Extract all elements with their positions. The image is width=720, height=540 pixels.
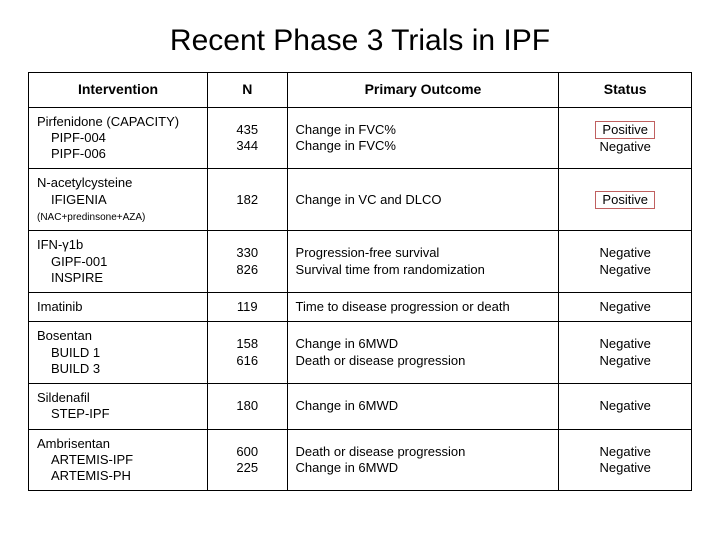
cell-intervention: Pirfenidone (CAPACITY)PIPF-004PIPF-006 [29,107,208,169]
intervention-sub: BUILD 1 [37,345,199,361]
cell-status: Positive [559,169,692,231]
outcome-line: Change in FVC% [296,122,551,138]
intervention-head: Imatinib [37,299,83,314]
cell-outcome: Change in VC and DLCO [287,169,559,231]
status-line: Negative [567,336,683,352]
table-row: Pirfenidone (CAPACITY)PIPF-004PIPF-00643… [29,107,692,169]
n-value: 119 [216,299,279,315]
status-line: Negative [567,299,683,315]
table-row: SildenafilSTEP-IPF 180 Change in 6MWD Negat… [29,384,692,430]
n-value: 435 [216,122,279,138]
outcome-line: Change in 6MWD [296,336,551,352]
outcome-line: Change in VC and DLCO [296,192,551,208]
intervention-sub: INSPIRE [37,270,199,286]
cell-n: 182 [208,169,288,231]
page-title: Recent Phase 3 Trials in IPF [28,24,692,58]
cell-n: 330826 [208,231,288,293]
intervention-sub: STEP-IPF [37,406,199,422]
outcome-line: Death or disease progression [296,353,551,369]
n-value: 225 [216,460,279,476]
outcome-line: Change in 6MWD [296,398,551,414]
status-line: Negative [567,460,683,476]
intervention-sub: PIPF-006 [37,146,199,162]
status-highlight: Positive [595,121,655,139]
status-line: Negative [567,262,683,278]
status-line: Negative [567,444,683,460]
cell-n: 435344 [208,107,288,169]
status-line: Negative [567,139,683,155]
intervention-note: (NAC+predinsone+AZA) [37,212,145,223]
cell-outcome: Change in FVC%Change in FVC% [287,107,559,169]
cell-status: Negative [559,293,692,322]
cell-intervention: AmbrisentanARTEMIS-IPFARTEMIS-PH [29,429,208,491]
intervention-sub: PIPF-004 [37,130,199,146]
n-value: 180 [216,398,279,414]
cell-status: NegativeNegative [559,231,692,293]
intervention-head: Bosentan [37,328,92,343]
col-status: Status [559,73,692,108]
trials-table: Intervention N Primary Outcome Status Pi… [28,72,692,491]
status-line: Negative [567,245,683,261]
cell-outcome: Progression-free survivalSurvival time f… [287,231,559,293]
cell-intervention: N-acetylcysteine IFIGENIA (NAC+predinsone+… [29,169,208,231]
intervention-sub: IFIGENIA [37,192,199,208]
n-value: 826 [216,262,279,278]
intervention-sub: ARTEMIS-IPF [37,452,199,468]
col-n: N [208,73,288,108]
table-row: AmbrisentanARTEMIS-IPFARTEMIS-PH600225De… [29,429,692,491]
outcome-line: Progression-free survival [296,245,551,261]
n-value: 616 [216,353,279,369]
intervention-sub: BUILD 3 [37,361,199,377]
table-row: N-acetylcysteine IFIGENIA (NAC+predinsone+… [29,169,692,231]
table-header-row: Intervention N Primary Outcome Status [29,73,692,108]
cell-intervention: Imatinib [29,293,208,322]
cell-outcome: Change in 6MWDDeath or disease progressi… [287,322,559,384]
cell-outcome: Death or disease progressionChange in 6M… [287,429,559,491]
col-intervention: Intervention [29,73,208,108]
n-value: 330 [216,245,279,261]
n-value: 158 [216,336,279,352]
cell-intervention: SildenafilSTEP-IPF [29,384,208,430]
outcome-line: Death or disease progression [296,444,551,460]
status-line: Negative [567,353,683,369]
cell-status: NegativeNegative [559,322,692,384]
status-line: Positive [567,121,683,139]
outcome-line: Survival time from randomization [296,262,551,278]
col-outcome: Primary Outcome [287,73,559,108]
intervention-head: Ambrisentan [37,436,110,451]
cell-n: 600225 [208,429,288,491]
cell-outcome: Time to disease progression or death [287,293,559,322]
n-value: 344 [216,138,279,154]
intervention-head: N-acetylcysteine [37,175,132,190]
cell-status: NegativeNegative [559,429,692,491]
cell-intervention: Bosentan BUILD 1BUILD 3 [29,322,208,384]
outcome-line: Change in 6MWD [296,460,551,476]
table-row: IFN-γ1bGIPF-001INSPIRE330826Progression-… [29,231,692,293]
status-highlight: Positive [595,191,655,209]
status-line: Positive [567,191,683,209]
n-value: 182 [216,192,279,208]
cell-n: 158616 [208,322,288,384]
intervention-sub: ARTEMIS-PH [37,468,199,484]
cell-status: Negative [559,384,692,430]
outcome-line: Change in FVC% [296,138,551,154]
cell-n: 180 [208,384,288,430]
cell-n: 119 [208,293,288,322]
n-value: 600 [216,444,279,460]
table-row: BosentanBUILD 1BUILD 3158616Change in 6M… [29,322,692,384]
outcome-line: Time to disease progression or death [296,299,551,315]
slide: Recent Phase 3 Trials in IPF Interventio… [0,0,720,540]
cell-status: PositiveNegative [559,107,692,169]
intervention-sub: GIPF-001 [37,254,199,270]
status-line: Negative [567,398,683,414]
cell-outcome: Change in 6MWD [287,384,559,430]
table-row: Imatinib 119 Time to disease progression o… [29,293,692,322]
cell-intervention: IFN-γ1b GIPF-001INSPIRE [29,231,208,293]
intervention-head: Sildenafil [37,390,90,405]
intervention-head: IFN-γ1b [37,237,83,252]
intervention-head: Pirfenidone (CAPACITY) [37,114,179,129]
